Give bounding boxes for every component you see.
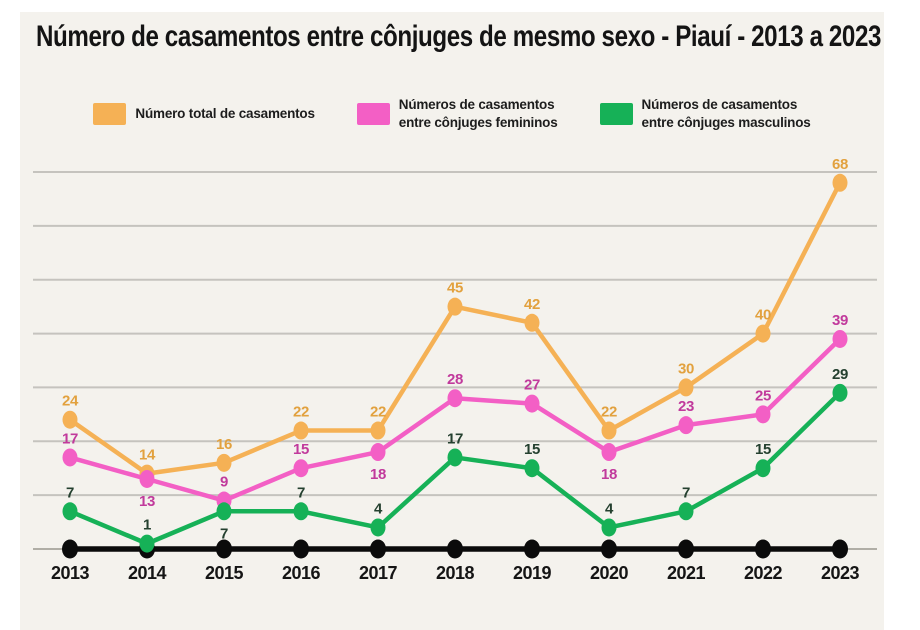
data-point <box>370 421 386 440</box>
data-point-label: 18 <box>601 466 617 483</box>
data-point <box>370 443 386 462</box>
x-axis-dot <box>447 539 463 559</box>
data-point <box>755 324 771 343</box>
legend-swatch-total <box>93 102 127 125</box>
data-point <box>832 173 848 192</box>
chart-legend: Número total de casamentos Números de ca… <box>20 96 884 131</box>
x-axis-label: 2018 <box>436 563 475 583</box>
data-point <box>601 421 617 440</box>
data-point-label: 9 <box>220 474 228 491</box>
data-point <box>601 443 617 462</box>
data-point <box>755 459 771 478</box>
data-point-label: 17 <box>447 430 463 447</box>
data-point <box>832 329 848 348</box>
data-point-label: 4 <box>374 500 383 517</box>
data-point <box>755 405 771 424</box>
data-point <box>524 313 540 332</box>
data-point-label: 22 <box>293 404 309 421</box>
data-point <box>678 378 694 397</box>
data-point-label: 39 <box>832 312 848 329</box>
x-axis-label: 2015 <box>205 563 244 583</box>
legend-item-total: Número total de casamentos <box>93 102 315 125</box>
data-point <box>139 469 155 488</box>
data-point-label: 4 <box>605 500 614 517</box>
legend-label-masculine: Números de casamentos entre cônjuges mas… <box>641 97 811 130</box>
data-point-label: 7 <box>297 484 305 501</box>
data-point <box>524 459 540 478</box>
data-point-label: 25 <box>755 387 771 404</box>
data-point-label: 14 <box>139 447 156 464</box>
data-point-label: 22 <box>370 404 386 421</box>
data-point <box>447 389 463 408</box>
data-point-label: 15 <box>755 441 771 458</box>
data-point-label: 24 <box>62 393 79 410</box>
data-point-label: 68 <box>832 156 848 173</box>
x-axis-label: 2013 <box>51 563 90 583</box>
x-axis-label: 2022 <box>744 563 783 583</box>
data-point <box>216 453 232 472</box>
x-axis-dot <box>524 539 540 559</box>
legend-item-feminine: Números de casamentos entre cônjuges fem… <box>356 96 558 131</box>
data-point-label: 1 <box>143 517 151 534</box>
data-point <box>293 459 309 478</box>
data-point <box>62 448 78 467</box>
data-point-label: 29 <box>832 366 848 383</box>
x-axis-dot <box>293 539 309 559</box>
x-axis-label: 2019 <box>513 563 552 583</box>
data-point <box>601 518 617 537</box>
data-point <box>678 416 694 435</box>
data-point-label: 15 <box>524 441 540 458</box>
legend-label-total: Número total de casamentos <box>135 105 315 121</box>
data-point-label: 30 <box>678 360 694 377</box>
data-point <box>293 421 309 440</box>
data-point-label: 16 <box>216 436 232 453</box>
x-axis-label: 2020 <box>590 563 629 583</box>
data-point-label: 28 <box>447 371 463 388</box>
data-point <box>139 534 155 553</box>
legend-item-masculine: Números de casamentos entre cônjuges mas… <box>599 96 811 131</box>
x-axis-label: 2021 <box>667 563 706 583</box>
x-axis-dot <box>678 539 694 559</box>
legend-swatch-masculine <box>599 102 633 125</box>
x-axis-label: 2017 <box>359 563 398 583</box>
data-point-label: 40 <box>755 307 771 324</box>
data-point <box>832 383 848 402</box>
x-axis-dot <box>62 539 78 559</box>
x-axis-dot <box>370 539 386 559</box>
x-axis-label: 2016 <box>282 563 321 583</box>
data-point <box>62 410 78 429</box>
data-point-label: 7 <box>220 525 228 542</box>
x-axis-dot <box>755 539 771 559</box>
chart-title: Número de casamentos entre cônjuges de m… <box>36 20 881 53</box>
data-point-label: 23 <box>678 398 694 415</box>
x-axis-dot <box>832 539 848 559</box>
data-point <box>370 518 386 537</box>
data-point <box>216 502 232 521</box>
data-point-label: 7 <box>682 484 690 501</box>
data-point-label: 7 <box>66 484 74 501</box>
data-point-label: 13 <box>139 493 155 510</box>
data-point <box>447 297 463 316</box>
data-point <box>447 448 463 467</box>
data-point-label: 15 <box>293 441 309 458</box>
data-point <box>293 502 309 521</box>
data-point-label: 45 <box>447 280 463 297</box>
legend-label-feminine: Números de casamentos entre cônjuges fem… <box>398 97 558 130</box>
x-axis-dot <box>216 539 232 559</box>
legend-swatch-feminine <box>356 102 390 125</box>
data-point-label: 17 <box>62 430 78 447</box>
data-point-label: 18 <box>370 466 386 483</box>
data-point <box>62 502 78 521</box>
x-axis-dot <box>601 539 617 559</box>
data-point-label: 42 <box>524 296 540 313</box>
data-point <box>524 394 540 413</box>
x-axis-label: 2023 <box>821 563 860 583</box>
data-point-label: 27 <box>524 377 540 394</box>
chart-card <box>20 12 884 630</box>
x-axis-label: 2014 <box>128 563 167 583</box>
data-point <box>678 502 694 521</box>
data-point-label: 22 <box>601 404 617 421</box>
